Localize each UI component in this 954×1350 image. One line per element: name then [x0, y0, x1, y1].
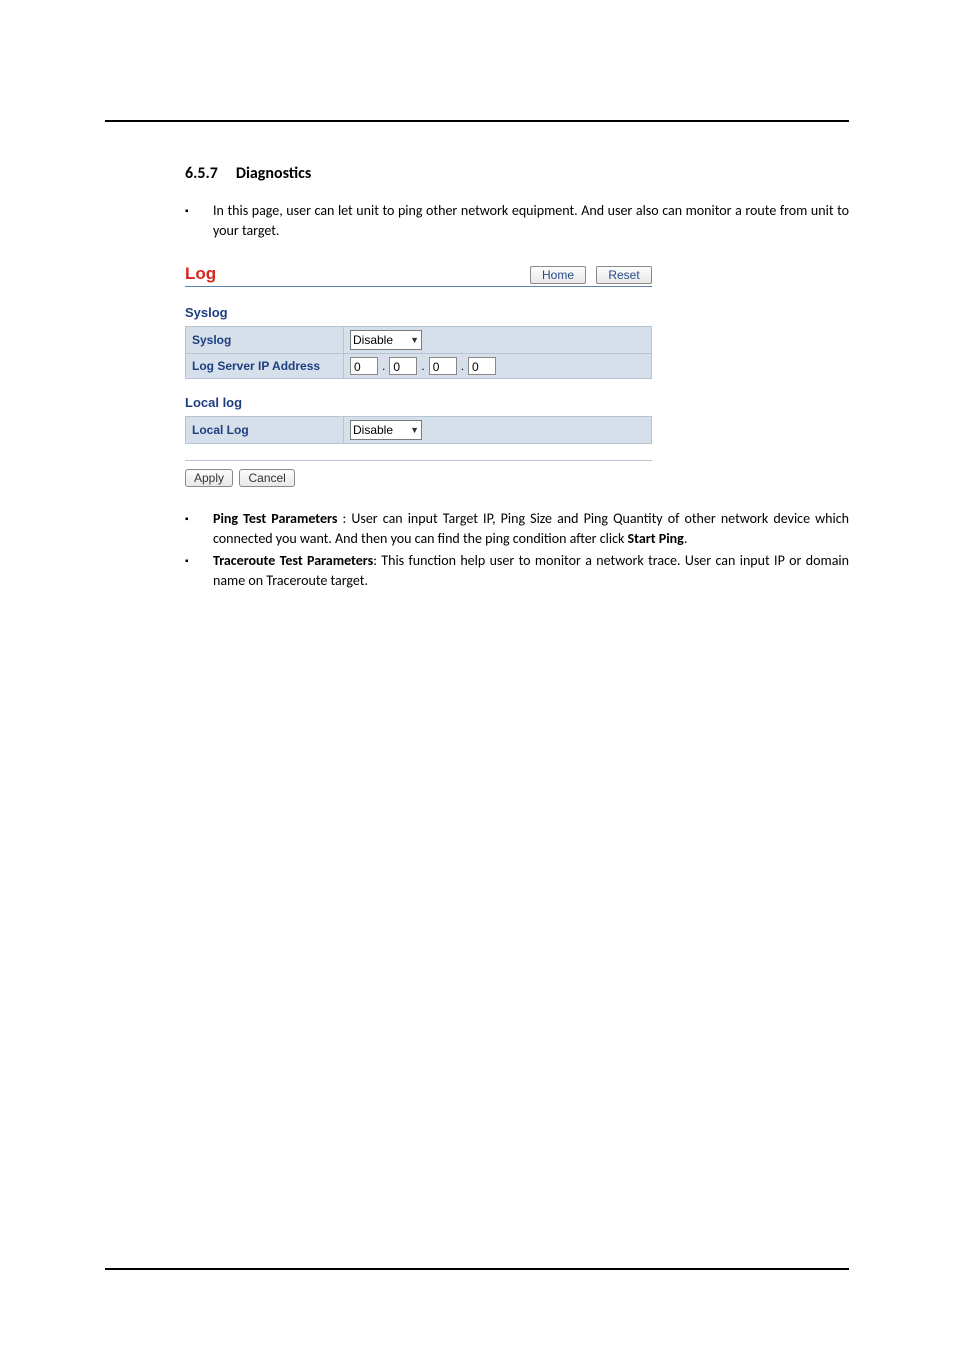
locallog-row-value-cell: Disable ▼ [344, 416, 652, 443]
dot-separator: . [382, 359, 385, 373]
reset-button[interactable]: Reset [596, 266, 652, 284]
home-button[interactable]: Home [530, 266, 586, 284]
bottom-rule [105, 1268, 849, 1270]
start-ping-label: Start Ping [628, 530, 684, 547]
locallog-select-value: Disable [353, 423, 393, 437]
ip-octet-3[interactable]: 0 [429, 357, 457, 375]
ip-row-label: Log Server IP Address [186, 353, 344, 378]
ip-octet-2[interactable]: 0 [389, 357, 417, 375]
top-rule [105, 120, 849, 122]
syslog-heading: Syslog [185, 305, 652, 320]
table-row: Log Server IP Address 0 . 0 . 0 . 0 [186, 353, 652, 378]
section-heading: 6.5.7 Diagnostics [185, 164, 849, 183]
table-row: Local Log Disable ▼ [186, 416, 652, 443]
dot-separator: . [461, 359, 464, 373]
intro-text: In this page, user can let unit to ping … [185, 201, 849, 242]
ip-octet-4[interactable]: 0 [468, 357, 496, 375]
ping-test-bullet: Ping Test Parameters : User can input Ta… [185, 509, 849, 550]
syslog-table: Syslog Disable ▼ Log Server IP Address 0… [185, 326, 652, 379]
locallog-table: Local Log Disable ▼ [185, 416, 652, 444]
cancel-button[interactable]: Cancel [239, 469, 294, 487]
panel-title: Log [185, 264, 520, 284]
dot-separator: . [421, 359, 424, 373]
section-title: Diagnostics [236, 164, 311, 183]
traceroute-label: Traceroute Test Parameters [213, 552, 373, 569]
locallog-heading: Local log [185, 395, 652, 410]
ip-address-field: 0 . 0 . 0 . 0 [350, 357, 496, 375]
syslog-row-value-cell: Disable ▼ [344, 326, 652, 353]
syslog-select[interactable]: Disable ▼ [350, 330, 422, 350]
syslog-row-label: Syslog [186, 326, 344, 353]
apply-button[interactable]: Apply [185, 469, 233, 487]
traceroute-bullet: Traceroute Test Parameters: This functio… [185, 551, 849, 592]
table-row: Syslog Disable ▼ [186, 326, 652, 353]
panel-header: Log Home Reset [185, 264, 652, 287]
syslog-select-value: Disable [353, 333, 393, 347]
action-row: Apply Cancel [185, 460, 652, 487]
chevron-down-icon: ▼ [410, 335, 419, 345]
ping-tail-dot: . [684, 530, 688, 547]
chevron-down-icon: ▼ [410, 425, 419, 435]
section-number: 6.5.7 [185, 164, 218, 183]
ping-test-label: Ping Test Parameters [213, 510, 337, 527]
locallog-row-label: Local Log [186, 416, 344, 443]
config-panel: Log Home Reset Syslog Syslog Disable ▼ L… [185, 264, 652, 487]
locallog-select[interactable]: Disable ▼ [350, 420, 422, 440]
ip-octet-1[interactable]: 0 [350, 357, 378, 375]
ip-row-value-cell: 0 . 0 . 0 . 0 [344, 353, 652, 378]
